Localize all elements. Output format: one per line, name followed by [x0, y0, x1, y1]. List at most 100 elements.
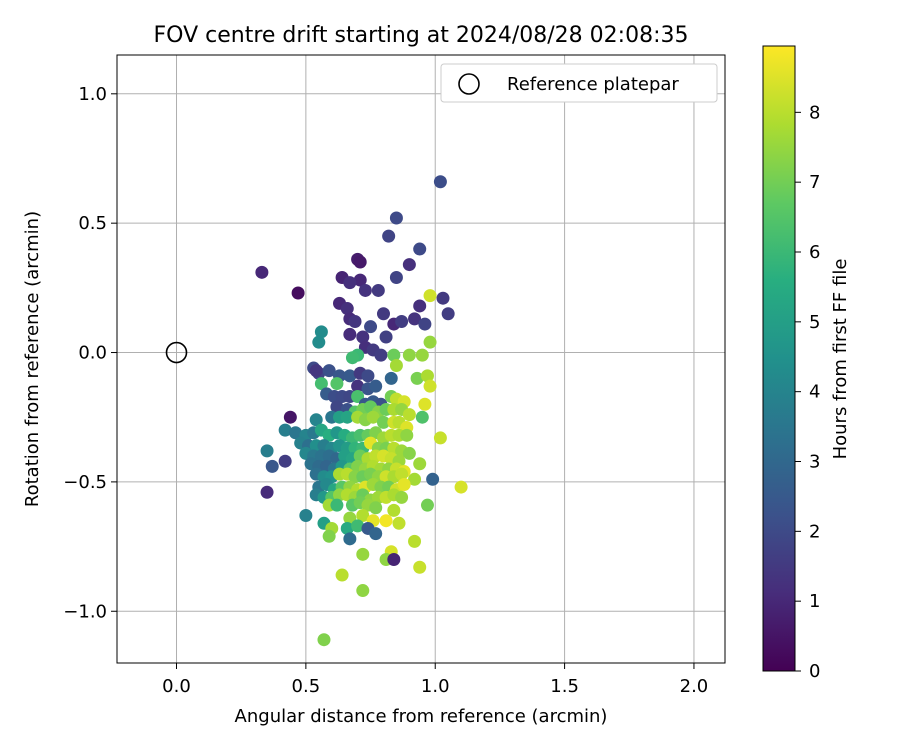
- chart-title: FOV centre drift starting at 2024/08/28 …: [154, 23, 689, 48]
- data-point: [376, 307, 390, 321]
- colorbar-tick-label: 7: [809, 172, 820, 193]
- data-point: [335, 568, 349, 582]
- colorbar: 0 1 2 3 4 5 6 7 8 Hours from first FF file: [762, 45, 851, 682]
- data-point: [345, 351, 359, 365]
- data-point: [353, 255, 367, 269]
- data-point: [413, 457, 427, 471]
- data-point: [312, 335, 326, 349]
- data-point: [400, 428, 414, 442]
- data-point: [402, 258, 416, 272]
- data-point: [330, 400, 344, 414]
- colorbar-tick-label: 0: [809, 661, 820, 682]
- data-point: [343, 327, 357, 341]
- data-point: [299, 509, 313, 523]
- data-point: [317, 633, 331, 647]
- colorbar-tick-label: 1: [809, 591, 820, 612]
- colorbar-gradient: [762, 45, 796, 672]
- data-point: [314, 377, 328, 391]
- data-point: [369, 379, 383, 393]
- legend: Reference platepar: [440, 63, 718, 103]
- data-point: [356, 584, 370, 598]
- data-point: [413, 560, 427, 574]
- data-point: [356, 509, 370, 523]
- data-point: [387, 553, 401, 567]
- data-point: [351, 519, 365, 533]
- data-point: [420, 369, 434, 383]
- data-point: [343, 369, 357, 383]
- data-point: [379, 330, 393, 344]
- colorbar-tick-label: 3: [809, 452, 820, 473]
- data-points: [255, 175, 468, 647]
- x-tick-label: 1.0: [421, 676, 450, 697]
- data-point: [418, 397, 432, 411]
- data-point: [395, 467, 409, 481]
- data-point: [454, 480, 468, 494]
- legend-entry-reference: Reference platepar: [507, 74, 679, 95]
- data-point: [426, 472, 440, 486]
- data-point: [415, 348, 429, 362]
- data-point: [413, 299, 427, 313]
- data-point: [374, 348, 388, 362]
- data-point: [340, 302, 354, 316]
- data-point: [418, 317, 432, 331]
- data-point: [369, 501, 383, 515]
- y-tick-label: 0.0: [78, 343, 107, 364]
- x-axis-label: Angular distance from reference (arcmin): [235, 706, 608, 727]
- x-axis-ticks: 0.0 0.5 1.0 1.5 2.0: [162, 663, 708, 697]
- data-point: [340, 521, 354, 535]
- colorbar-tick-label: 4: [809, 382, 820, 403]
- data-point: [291, 286, 305, 300]
- x-tick-label: 1.5: [550, 676, 579, 697]
- colorbar-tick-label: 6: [809, 242, 820, 263]
- data-point: [423, 289, 437, 303]
- data-point: [408, 534, 422, 548]
- data-point: [330, 377, 344, 391]
- colorbar-label: Hours from first FF file: [830, 259, 851, 460]
- data-point: [436, 291, 450, 305]
- data-point: [408, 472, 422, 486]
- data-point: [265, 459, 279, 473]
- data-point: [433, 175, 447, 189]
- data-point: [343, 532, 357, 546]
- colorbar-tick-label: 8: [809, 102, 820, 123]
- data-point: [260, 485, 274, 499]
- data-point: [389, 358, 403, 372]
- x-tick-label: 0.0: [162, 676, 191, 697]
- data-point: [343, 276, 357, 290]
- data-point: [322, 364, 336, 378]
- data-point: [255, 265, 269, 279]
- legend-marker: [458, 73, 480, 95]
- data-point: [402, 446, 416, 460]
- data-point: [351, 379, 365, 393]
- data-point: [289, 426, 303, 440]
- data-point: [433, 431, 447, 445]
- data-point: [366, 410, 380, 424]
- data-point: [314, 325, 328, 339]
- data-point: [376, 415, 390, 429]
- colorbar-tick-label: 5: [809, 312, 820, 333]
- y-tick-label: 0.5: [78, 213, 107, 234]
- data-point: [387, 348, 401, 362]
- y-tick-label: −0.5: [63, 472, 107, 493]
- data-point: [358, 283, 372, 297]
- data-point: [278, 423, 292, 437]
- data-point: [278, 454, 292, 468]
- data-point: [356, 330, 370, 344]
- data-point: [420, 498, 434, 512]
- colorbar-ticks: 0 1 2 3 4 5 6 7 8: [795, 102, 820, 682]
- reference-platepar-marker: [165, 341, 188, 364]
- data-point: [387, 503, 401, 517]
- data-point: [392, 516, 406, 530]
- data-point: [415, 410, 429, 424]
- data-point: [353, 273, 367, 287]
- y-tick-label: −1.0: [63, 601, 107, 622]
- data-point: [361, 369, 375, 383]
- data-point: [371, 283, 385, 297]
- data-point: [402, 408, 416, 422]
- data-point: [389, 271, 403, 285]
- x-tick-label: 0.5: [292, 676, 321, 697]
- data-point: [364, 320, 378, 334]
- data-point: [309, 413, 323, 427]
- data-point: [283, 410, 297, 424]
- legend-box: [440, 63, 718, 103]
